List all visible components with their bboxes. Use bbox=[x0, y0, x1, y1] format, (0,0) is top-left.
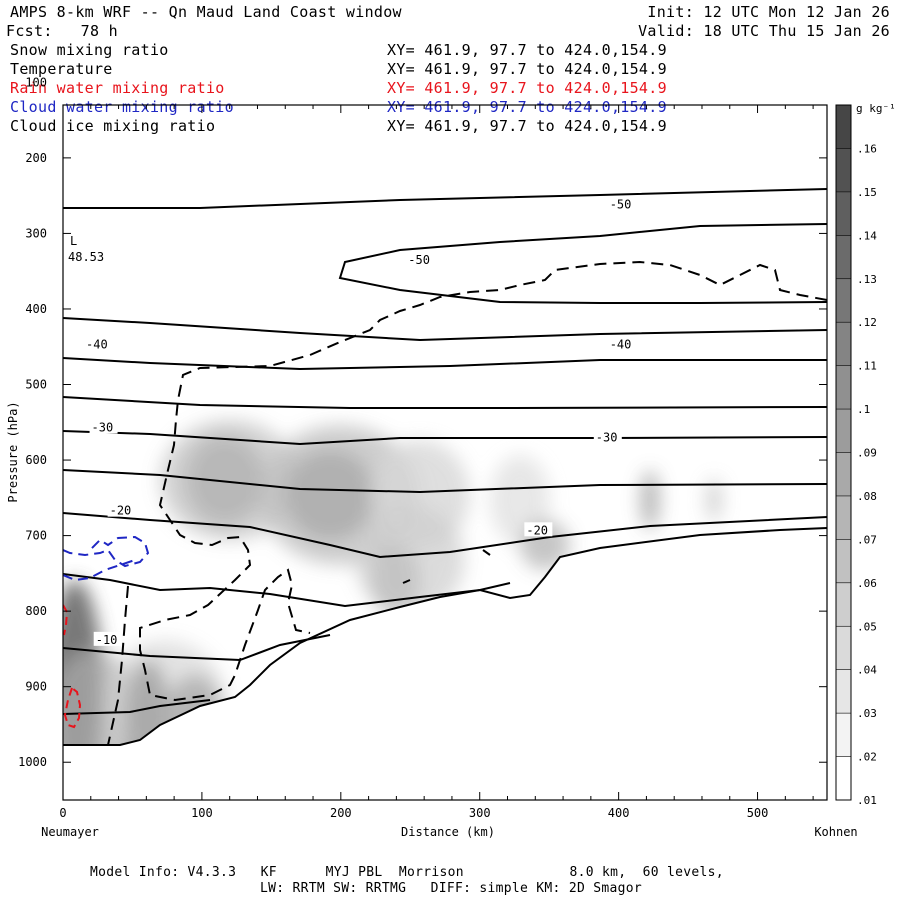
y-tick-label: 200 bbox=[25, 151, 47, 165]
contour-label-bg bbox=[593, 429, 622, 444]
colorbar-swatch bbox=[836, 495, 851, 540]
temperature-contour-label: -30 bbox=[596, 430, 618, 444]
contour-label-bg bbox=[607, 196, 636, 211]
colorbar-label: .16 bbox=[857, 142, 877, 155]
colorbar-label: .11 bbox=[857, 360, 877, 373]
forecast-hour: Fcst: 78 h bbox=[6, 22, 118, 40]
cloud-ice-contours bbox=[107, 260, 827, 746]
y-tick-label: 600 bbox=[25, 453, 47, 467]
colorbar-swatch bbox=[836, 713, 851, 757]
colorbar-label: .13 bbox=[857, 273, 877, 286]
temperature-contour-labels: -50 -50 -40 -40 -30 -30 -20 -20 -10 bbox=[84, 196, 636, 647]
contour-label-bg bbox=[93, 631, 122, 646]
init-time: Init: 12 UTC Mon 12 Jan 26 bbox=[647, 3, 890, 21]
colorbar-swatch bbox=[836, 191, 851, 236]
contour-label-bg bbox=[107, 502, 136, 517]
x-tick-label: 100 bbox=[191, 806, 213, 820]
colorbar-label: .06 bbox=[857, 577, 877, 590]
x-left-station: Neumayer bbox=[41, 825, 99, 839]
contour-label-bg bbox=[607, 336, 636, 351]
y-tick-label: 700 bbox=[25, 529, 47, 543]
colorbar-label: .1 bbox=[857, 403, 870, 416]
field-cloudice-xy: XY= 461.9, 97.7 to 424.0,154.9 bbox=[387, 117, 667, 135]
contour-label-bg bbox=[84, 336, 113, 351]
x-tick-label: 0 bbox=[59, 806, 66, 820]
x-tick-label: 300 bbox=[469, 806, 491, 820]
temperature-contour-label: -20 bbox=[526, 523, 548, 537]
y-tick-label: 400 bbox=[25, 302, 47, 316]
colorbar-label: .03 bbox=[857, 707, 877, 720]
temperature-contour-label: -50 bbox=[408, 253, 430, 267]
temperature-contour-label: -40 bbox=[610, 337, 632, 351]
temperature-contour-label: -30 bbox=[92, 421, 114, 435]
model-info-line2: LW: RRTM SW: RRTMG DIFF: simple KM: 2D S… bbox=[260, 881, 642, 896]
colorbar-label: .09 bbox=[857, 447, 877, 460]
contour-label-bg bbox=[406, 251, 435, 266]
x-tick-label: 500 bbox=[747, 806, 769, 820]
cloud-water-contours bbox=[63, 535, 150, 582]
low-marker-label: L bbox=[70, 234, 77, 248]
colorbar: .16 .15 .14 .13 .12 .11 .1 .09 .08 .07 .06 .05 .04 .0… bbox=[835, 104, 877, 807]
temperature-contours bbox=[63, 188, 827, 746]
temperature-contour-label: -20 bbox=[110, 504, 132, 518]
contour-label-bg bbox=[89, 419, 118, 434]
colorbar-swatch bbox=[836, 452, 851, 496]
chart-title: AMPS 8-km WRF -- Qn Maud Land Coast wind… bbox=[10, 3, 402, 21]
colorbar-label: .01 bbox=[857, 794, 877, 807]
colorbar-label: .14 bbox=[857, 229, 877, 242]
rain-water-contours bbox=[63, 604, 82, 729]
contour-label-bg bbox=[524, 522, 553, 537]
y-tick-label: 300 bbox=[25, 226, 47, 240]
field-cloudwater-label: Cloud water mixing ratio bbox=[10, 98, 234, 116]
colorbar-swatch bbox=[836, 409, 851, 453]
colorbar-label: .04 bbox=[857, 664, 877, 677]
colorbar-label: .12 bbox=[857, 316, 877, 329]
temperature-contour-label: -40 bbox=[86, 337, 108, 351]
x-tick-label: 200 bbox=[330, 806, 352, 820]
colorbar-swatch bbox=[836, 756, 851, 800]
y-axis-title: Pressure (hPa) bbox=[6, 401, 20, 502]
plot-axes: 0 100 200 300 400 500 200 300 400 500 600 700 800 900… bbox=[18, 75, 827, 820]
colorbar-swatch bbox=[836, 148, 851, 192]
field-rain-label: Rain water mixing ratio bbox=[10, 79, 225, 97]
colorbar-swatch bbox=[836, 626, 851, 670]
y-tick-label: 1000 bbox=[18, 755, 47, 769]
colorbar-swatch bbox=[836, 105, 851, 149]
field-temperature-xy: XY= 461.9, 97.7 to 424.0,154.9 bbox=[387, 60, 667, 78]
field-temperature-label: Temperature bbox=[10, 60, 113, 78]
field-cloudice-label: Cloud ice mixing ratio bbox=[10, 117, 216, 135]
y-tick-label: 900 bbox=[25, 680, 47, 694]
colorbar-label: .08 bbox=[857, 490, 877, 503]
colorbar-label: .15 bbox=[857, 186, 877, 199]
colorbar-swatch bbox=[836, 365, 851, 410]
low-marker-value: 48.53 bbox=[68, 250, 104, 264]
x-tick-label: 400 bbox=[608, 806, 630, 820]
field-rain-xy: XY= 461.9, 97.7 to 424.0,154.9 bbox=[387, 79, 667, 97]
y-tick-label: 500 bbox=[25, 378, 47, 392]
y-tick-label: 800 bbox=[25, 604, 47, 618]
colorbar-unit: g kg⁻¹ bbox=[856, 102, 896, 115]
temperature-contour-label: -50 bbox=[610, 198, 632, 212]
temperature-contour-label: -10 bbox=[96, 633, 118, 647]
colorbar-label: .07 bbox=[857, 533, 877, 546]
valid-time: Valid: 18 UTC Thu 15 Jan 26 bbox=[638, 22, 890, 40]
colorbar-label: .05 bbox=[857, 620, 877, 633]
colorbar-swatch bbox=[836, 582, 851, 627]
field-snow-label: Snow mixing ratio bbox=[10, 41, 169, 59]
x-axis-title: Distance (km) bbox=[401, 825, 495, 839]
field-snow-xy: XY= 461.9, 97.7 to 424.0,154.9 bbox=[387, 41, 667, 59]
colorbar-swatch bbox=[836, 235, 851, 279]
y-tick-label-top: 100 bbox=[25, 75, 47, 89]
colorbar-swatch bbox=[836, 278, 851, 323]
plot-frame bbox=[62, 104, 828, 801]
colorbar-swatch bbox=[836, 539, 851, 583]
colorbar-label: .02 bbox=[857, 751, 877, 764]
colorbar-swatch bbox=[836, 322, 851, 366]
x-right-station: Kohnen bbox=[814, 825, 857, 839]
colorbar-swatch bbox=[836, 669, 851, 714]
model-info-line1: Model Info: V4.3.3 KF MYJ PBL Morrison 8… bbox=[90, 865, 724, 880]
